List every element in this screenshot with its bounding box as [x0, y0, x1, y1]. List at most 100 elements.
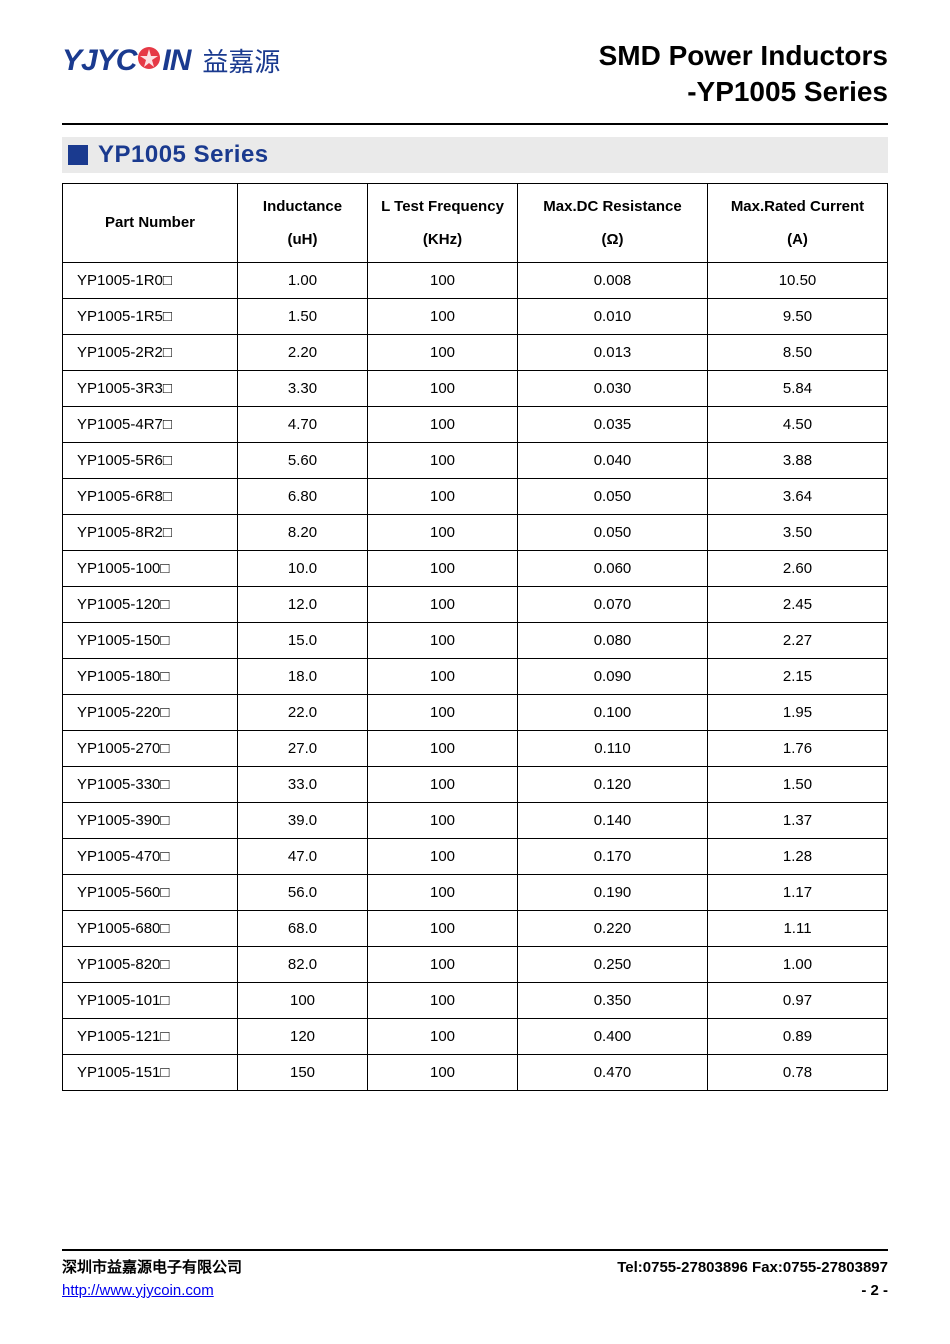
table-row: YP1005-5R6□5.601000.0403.88 [63, 442, 888, 478]
logo-en-part1: YJYC [62, 44, 136, 78]
footer-page-number: - 2 - [861, 1280, 888, 1303]
table-cell: 3.30 [238, 370, 368, 406]
table-body: YP1005-1R0□1.001000.00810.50YP1005-1R5□1… [63, 262, 888, 1090]
table-row: YP1005-470□47.01000.1701.28 [63, 838, 888, 874]
table-row: YP1005-390□39.01000.1401.37 [63, 802, 888, 838]
col-label: Max.DC Resistance [543, 198, 681, 215]
table-cell: 1.00 [708, 946, 888, 982]
table-cell: 1.95 [708, 694, 888, 730]
section-title: YP1005 Series [98, 141, 269, 169]
table-cell: 56.0 [238, 874, 368, 910]
table-cell: 100 [368, 370, 518, 406]
table-row: YP1005-101□1001000.3500.97 [63, 982, 888, 1018]
table-cell: YP1005-330□ [63, 766, 238, 802]
col-test-freq: L Test Frequency (KHz) [368, 183, 518, 262]
table-cell: 100 [368, 550, 518, 586]
table-row: YP1005-220□22.01000.1001.95 [63, 694, 888, 730]
table-cell: 150 [238, 1054, 368, 1090]
table-row: YP1005-121□1201000.4000.89 [63, 1018, 888, 1054]
col-label: Max.Rated Current [731, 198, 864, 215]
table-cell: 0.100 [518, 694, 708, 730]
table-cell: 0.013 [518, 334, 708, 370]
table-cell: 39.0 [238, 802, 368, 838]
table-cell: 0.090 [518, 658, 708, 694]
table-cell: 0.110 [518, 730, 708, 766]
footer-divider [62, 1249, 888, 1251]
table-cell: YP1005-4R7□ [63, 406, 238, 442]
table-row: YP1005-560□56.01000.1901.17 [63, 874, 888, 910]
table-cell: 100 [368, 658, 518, 694]
col-unit: (KHz) [423, 231, 462, 248]
table-cell: 100 [368, 802, 518, 838]
table-row: YP1005-270□27.01000.1101.76 [63, 730, 888, 766]
table-cell: YP1005-1R5□ [63, 298, 238, 334]
table-cell: 0.170 [518, 838, 708, 874]
table-cell: 0.070 [518, 586, 708, 622]
table-row: YP1005-8R2□8.201000.0503.50 [63, 514, 888, 550]
spec-table: Part Number Inductance (uH) L Test Frequ… [62, 183, 888, 1091]
table-cell: 0.190 [518, 874, 708, 910]
col-label: Part Number [105, 214, 195, 231]
table-cell: 0.97 [708, 982, 888, 1018]
table-cell: YP1005-390□ [63, 802, 238, 838]
table-cell: 68.0 [238, 910, 368, 946]
table-cell: 1.00 [238, 262, 368, 298]
table-cell: 100 [368, 622, 518, 658]
table-row: YP1005-820□82.01000.2501.00 [63, 946, 888, 982]
table-cell: 10.50 [708, 262, 888, 298]
table-cell: 100 [368, 694, 518, 730]
col-part-number: Part Number [63, 183, 238, 262]
table-cell: YP1005-470□ [63, 838, 238, 874]
table-row: YP1005-2R2□2.201000.0138.50 [63, 334, 888, 370]
page-header: YJYC IN 益嘉源 SMD Power Inductors -YP1005 … [62, 38, 888, 111]
table-cell: 2.60 [708, 550, 888, 586]
table-cell: YP1005-1R0□ [63, 262, 238, 298]
logo-text-cn: 益嘉源 [202, 42, 280, 79]
table-cell: 0.080 [518, 622, 708, 658]
table-cell: 27.0 [238, 730, 368, 766]
table-cell: 3.88 [708, 442, 888, 478]
col-dc-resistance: Max.DC Resistance (Ω) [518, 183, 708, 262]
col-unit: (A) [787, 231, 808, 248]
title-line-2: -YP1005 Series [599, 74, 888, 110]
table-cell: 100 [368, 1054, 518, 1090]
table-cell: YP1005-3R3□ [63, 370, 238, 406]
col-label: Inductance [263, 198, 342, 215]
table-cell: 3.64 [708, 478, 888, 514]
col-unit: (uH) [288, 231, 318, 248]
col-inductance: Inductance (uH) [238, 183, 368, 262]
table-cell: 100 [368, 946, 518, 982]
table-cell: 33.0 [238, 766, 368, 802]
table-cell: 1.11 [708, 910, 888, 946]
table-cell: 10.0 [238, 550, 368, 586]
table-row: YP1005-120□12.01000.0702.45 [63, 586, 888, 622]
table-row: YP1005-150□15.01000.0802.27 [63, 622, 888, 658]
table-cell: 15.0 [238, 622, 368, 658]
logo-en-part2: IN [162, 44, 190, 78]
table-cell: 120 [238, 1018, 368, 1054]
table-cell: 2.45 [708, 586, 888, 622]
table-cell: 100 [368, 298, 518, 334]
table-cell: 2.27 [708, 622, 888, 658]
table-cell: 100 [368, 478, 518, 514]
section-header: YP1005 Series [62, 137, 888, 173]
footer-url-link[interactable]: http://www.yjycoin.com [62, 1280, 214, 1303]
table-row: YP1005-1R5□1.501000.0109.50 [63, 298, 888, 334]
table-cell: 0.035 [518, 406, 708, 442]
table-cell: YP1005-180□ [63, 658, 238, 694]
table-cell: 18.0 [238, 658, 368, 694]
title-line-1: SMD Power Inductors [599, 38, 888, 74]
table-row: YP1005-6R8□6.801000.0503.64 [63, 478, 888, 514]
table-head: Part Number Inductance (uH) L Test Frequ… [63, 183, 888, 262]
table-cell: 2.15 [708, 658, 888, 694]
table-cell: 1.76 [708, 730, 888, 766]
table-cell: 100 [368, 442, 518, 478]
table-cell: YP1005-100□ [63, 550, 238, 586]
table-cell: 0.220 [518, 910, 708, 946]
table-cell: 100 [368, 838, 518, 874]
footer-company: 深圳市益嘉源电子有限公司 [62, 1257, 242, 1280]
table-cell: 0.89 [708, 1018, 888, 1054]
table-cell: 0.250 [518, 946, 708, 982]
table-cell: 0.060 [518, 550, 708, 586]
table-cell: 2.20 [238, 334, 368, 370]
